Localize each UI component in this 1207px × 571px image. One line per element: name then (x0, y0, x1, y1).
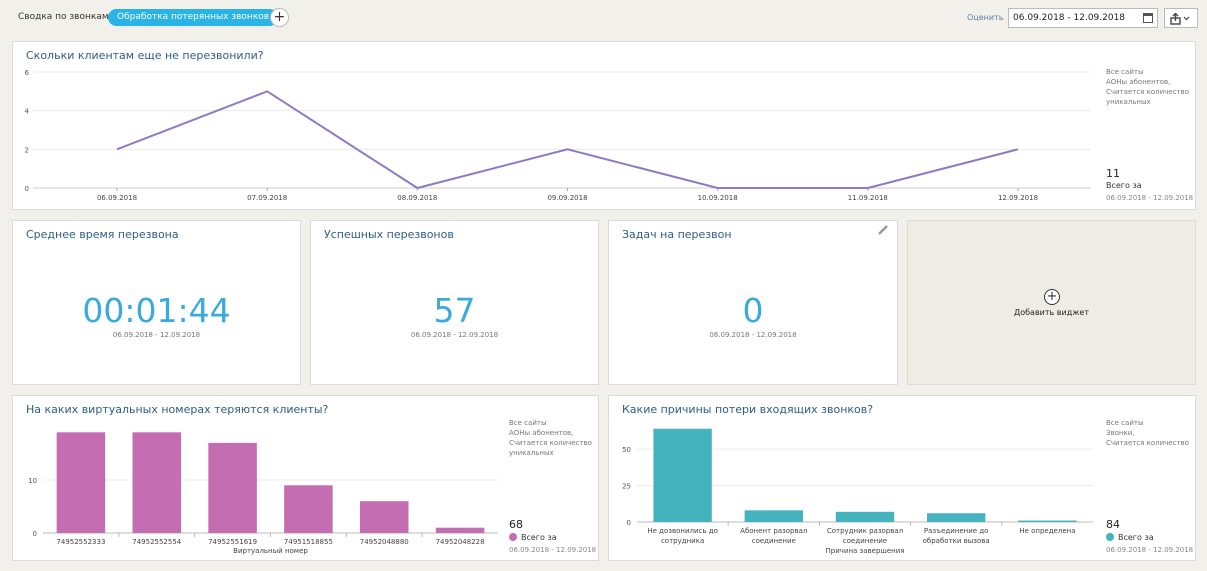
add-tab-button[interactable]: + (270, 8, 289, 27)
add-widget-button[interactable]: + Добавить виджет (907, 220, 1196, 385)
x-tick-label: 74952552554 (132, 538, 182, 546)
date-range-picker[interactable]: 06.09.2018 - 12.09.2018 (1008, 8, 1158, 28)
y-tick-label: 0 (627, 519, 631, 527)
chevron-down-icon (1183, 16, 1190, 21)
metric-range: 06.09.2018 - 12.09.2018 (410, 331, 499, 339)
export-button[interactable] (1164, 8, 1198, 28)
bar (284, 485, 333, 533)
x-tick-label: обработки вызова (923, 537, 990, 545)
loss-reasons-bar-chart: 0 25 50 Не дозвонились до сотрудника Абонент … (622, 428, 1093, 555)
line-chart: 0 2 4 6 06.09.2018 07.09.2018 08.09.2018 09.09.… (25, 69, 1091, 202)
x-tick-label: 10.09.2018 (698, 194, 738, 202)
tab-call-summary[interactable]: Сводка по звонкам (18, 12, 109, 22)
series-line (116, 90, 1019, 190)
x-tick-label: Абонент разорвал (740, 527, 807, 535)
widget-avg-callback-time: Среднее время перезвона 00:01:44 06.09.2… (12, 220, 301, 385)
widget-title: На каких виртуальных номерах теряются кл… (26, 403, 329, 416)
x-tick-label: 09.09.2018 (547, 194, 587, 202)
widget-total-label: Всего за (1106, 181, 1142, 190)
bar (835, 511, 895, 522)
calendar-icon[interactable] (1143, 13, 1153, 23)
bar (132, 432, 182, 533)
x-tick-label: 06.09.2018 (97, 194, 137, 202)
x-tick-label: 08.09.2018 (397, 194, 437, 202)
widget-title: Скольки клиентам еще не перезвонили? (26, 49, 264, 62)
y-tick-label: 50 (622, 446, 631, 454)
x-axis-label: Виртуальный номер (233, 547, 308, 555)
virtual-numbers-bar-chart: 0 10 74952552333 74952552554 74952551619 7495… (28, 432, 498, 555)
widget-title: Какие причины потери входящих звонков? (622, 403, 874, 416)
metric-range: 06.09.2018 - 12.09.2018 (709, 331, 797, 339)
legend-dot (1106, 533, 1114, 541)
x-tick-label: Разъединение до (924, 527, 989, 535)
x-tick-label: соединение (752, 537, 796, 545)
x-tick-label: Сотрудник разорвал (827, 527, 903, 535)
bar (744, 510, 803, 522)
metric-value: 0 (742, 291, 764, 330)
x-tick-label: 11.09.2018 (848, 194, 888, 202)
legend-dot (509, 533, 517, 541)
widget-not-called-back: Скольки клиентам еще не перезвонили? 0 2 4… (12, 41, 1196, 210)
x-tick-label: 12.09.2018 (998, 194, 1038, 202)
widget-range: 06.09.2018 - 12.09.2018 (1106, 546, 1194, 554)
y-tick-label: 10 (28, 477, 37, 485)
y-tick-label: 4 (25, 108, 30, 116)
x-tick-label: 74952048880 (360, 538, 409, 546)
y-tick-label: 6 (25, 69, 30, 77)
widget-total-label: Всего за (509, 533, 557, 542)
widget-note: Все сайты АОНы абонентов, Считается коли… (1106, 68, 1189, 106)
export-icon (1170, 13, 1190, 25)
widget-total: 84 (1106, 518, 1120, 531)
metric-value: 57 (433, 291, 476, 330)
widget-callback-tasks: Задач на перезвон 0 06.09.2018 - 12.09.2… (608, 220, 898, 385)
bar (435, 527, 485, 533)
add-widget-label: Добавить виджет (1013, 308, 1090, 317)
bar (359, 501, 409, 533)
y-tick-label: 0 (33, 530, 37, 538)
widget-note: Все сайты АОНы абонентов, Считается коли… (509, 419, 592, 457)
pencil-icon[interactable] (877, 224, 889, 236)
x-axis-label: Причина завершения (826, 547, 905, 555)
widget-loss-reasons: Какие причины потери входящих звонков? 0… (608, 395, 1196, 561)
bar (56, 432, 106, 533)
tab-lost-calls[interactable]: Обработка потерянных звонков (108, 9, 279, 26)
bar (1018, 520, 1077, 522)
widget-title: Успешных перезвонов (324, 228, 454, 241)
x-tick-label: 74951518855 (284, 538, 333, 546)
x-tick-label: 74952551619 (208, 538, 257, 546)
widget-total: 68 (509, 518, 523, 531)
widget-title: Задач на перезвон (622, 228, 732, 241)
top-bar: Сводка по звонкам Обработка потерянных з… (0, 0, 1207, 36)
bar (927, 513, 986, 522)
x-tick-label: сотрудника (661, 537, 704, 545)
widget-range: 06.09.2018 - 12.09.2018 (509, 546, 597, 554)
legend-label: Всего за (521, 533, 557, 542)
x-tick-label: 07.09.2018 (247, 194, 287, 202)
bar (208, 442, 257, 533)
x-tick-label: 74952048228 (436, 538, 485, 546)
metric-range: 06.09.2018 - 12.09.2018 (112, 331, 201, 339)
widget-total: 11 (1106, 167, 1120, 180)
x-tick-label: Не дозвонились до (647, 527, 718, 535)
x-tick-label: соединение (843, 537, 887, 545)
widget-virtual-numbers: На каких виртуальных номерах теряются кл… (12, 395, 599, 561)
y-tick-label: 0 (25, 185, 29, 193)
widget-successful-callbacks: Успешных перезвонов 57 06.09.2018 - 12.0… (310, 220, 599, 385)
metric-value: 00:01:44 (82, 291, 231, 330)
legend-label: Всего за (1118, 533, 1154, 542)
widget-note: Все сайты Звонки, Считается количество (1106, 419, 1189, 447)
widget-range: 06.09.2018 - 12.09.2018 (1106, 194, 1194, 202)
y-tick-label: 25 (622, 483, 631, 491)
y-tick-label: 2 (25, 146, 29, 154)
widget-title: Среднее время перезвона (26, 228, 179, 241)
x-tick-label: 74952552333 (56, 538, 105, 546)
rate-link[interactable]: Оценить (967, 13, 1004, 22)
date-range-value: 06.09.2018 - 12.09.2018 (1013, 13, 1126, 23)
bar (653, 428, 712, 522)
plus-icon: + (1044, 289, 1060, 305)
widget-total-label: Всего за (1106, 533, 1154, 542)
x-tick-label: Не определена (1019, 527, 1075, 535)
